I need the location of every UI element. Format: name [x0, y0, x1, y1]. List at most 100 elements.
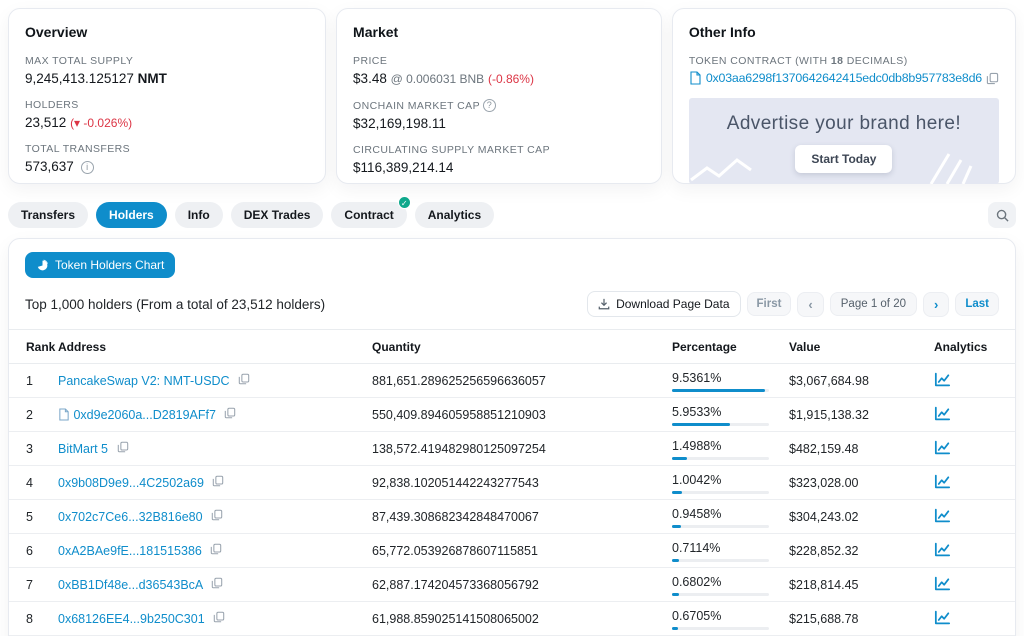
copy-icon[interactable]: [211, 509, 223, 521]
holder-address-cell: 0x702c7Ce6...32B816e80: [58, 500, 372, 534]
ad-cta-button[interactable]: Start Today: [795, 145, 892, 173]
overview-title: Overview: [25, 24, 309, 40]
document-icon: [58, 408, 70, 421]
analytics-chart-icon[interactable]: [934, 440, 951, 458]
max-supply-label: MAX TOTAL SUPPLY: [25, 55, 309, 67]
holder-rank: 1: [9, 364, 58, 398]
holder-percentage-cell: 1.0042%: [672, 466, 789, 500]
holders-panel: Token Holders Chart Top 1,000 holders (F…: [8, 238, 1016, 636]
token-contract-label: TOKEN CONTRACT (WITH 18 DECIMALS): [689, 55, 999, 67]
holder-value: $323,028.00: [789, 466, 934, 500]
ad-banner[interactable]: Advertise your brand here! Start Today: [689, 98, 999, 184]
holder-quantity: 62,887.174204573368056792: [372, 568, 672, 602]
holder-value: $3,067,684.98: [789, 364, 934, 398]
search-icon: [996, 209, 1009, 222]
copy-icon[interactable]: [238, 373, 250, 385]
header-rank: Rank: [9, 330, 58, 364]
tab-transfers[interactable]: Transfers: [8, 202, 88, 228]
copy-icon[interactable]: [211, 577, 223, 589]
holder-address-link[interactable]: 0xBB1Df48e...d36543BcA: [58, 578, 203, 592]
holder-percentage-cell: 1.4988%: [672, 432, 789, 466]
holder-value: $482,159.48: [789, 432, 934, 466]
tab-info[interactable]: Info: [175, 202, 223, 228]
analytics-chart-icon[interactable]: [934, 610, 951, 628]
holder-percentage-cell: 5.9533%: [672, 398, 789, 432]
holder-address-cell: 0x9b08D9e9...4C2502a69: [58, 466, 372, 500]
pagination-first-button[interactable]: First: [747, 292, 792, 316]
holder-percentage: 0.9458%: [672, 507, 781, 521]
other-info-title: Other Info: [689, 24, 999, 40]
holder-address-cell: 0xBB1Df48e...d36543BcA: [58, 568, 372, 602]
copy-icon[interactable]: [213, 611, 225, 623]
header-analytics: Analytics: [934, 330, 1015, 364]
copy-icon[interactable]: [117, 441, 129, 453]
market-title: Market: [353, 24, 645, 40]
pagination-last-button[interactable]: Last: [955, 292, 999, 316]
pagination-prev-button[interactable]: ‹: [797, 292, 823, 317]
analytics-chart-icon[interactable]: [934, 542, 951, 560]
tab-contract[interactable]: Contract✓: [331, 202, 406, 228]
holder-analytics-cell: [934, 364, 1015, 398]
pagination-next-button[interactable]: ›: [923, 292, 949, 317]
circulating-marketcap-label: CIRCULATING SUPPLY MARKET CAP: [353, 144, 645, 156]
holder-address-cell: BitMart 5: [58, 432, 372, 466]
copy-icon[interactable]: [986, 72, 999, 85]
token-contract-address[interactable]: 0x03aa6298f1370642642415edc0db8b957783e8…: [706, 71, 982, 85]
header-percentage: Percentage: [672, 330, 789, 364]
copy-icon[interactable]: [212, 475, 224, 487]
holder-address-cell: 0xd9e2060a...D2819AFf7: [58, 398, 372, 432]
table-row: 5 0x702c7Ce6...32B816e80 87,439.30868234…: [9, 500, 1015, 534]
holder-analytics-cell: [934, 466, 1015, 500]
holder-quantity: 61,988.859025141508065002: [372, 602, 672, 636]
holder-percentage-cell: 0.6802%: [672, 568, 789, 602]
tab-holders[interactable]: Holders: [96, 202, 167, 228]
table-row: 3 BitMart 5 138,572.419482980125097254 1…: [9, 432, 1015, 466]
holder-address-link[interactable]: 0x9b08D9e9...4C2502a69: [58, 476, 204, 490]
holder-address-link[interactable]: 0xd9e2060a...D2819AFf7: [73, 408, 215, 422]
download-page-data-button[interactable]: Download Page Data: [587, 291, 740, 317]
holder-analytics-cell: [934, 534, 1015, 568]
token-holders-chart-button[interactable]: Token Holders Chart: [25, 252, 175, 278]
table-row: 7 0xBB1Df48e...d36543BcA 62,887.17420457…: [9, 568, 1015, 602]
holder-value: $228,852.32: [789, 534, 934, 568]
holder-percentage-cell: 0.9458%: [672, 500, 789, 534]
help-icon: ?: [483, 99, 496, 112]
holder-quantity: 138,572.419482980125097254: [372, 432, 672, 466]
holder-address-cell: 0xA2BAe9fE...181515386: [58, 534, 372, 568]
max-supply-value: 9,245,413.125127 NMT: [25, 71, 309, 86]
percentage-bar: [672, 525, 769, 528]
holder-address-cell: 0x68126EE4...9b250C301: [58, 602, 372, 636]
holder-address-link[interactable]: 0x702c7Ce6...32B816e80: [58, 510, 203, 524]
holder-address-link[interactable]: BitMart 5: [58, 442, 108, 456]
holder-percentage: 9.5361%: [672, 371, 781, 385]
copy-icon[interactable]: [224, 407, 236, 419]
tab-dex-trades[interactable]: DEX Trades: [231, 202, 324, 228]
holder-value: $1,915,138.32: [789, 398, 934, 432]
pie-chart-icon: [36, 259, 49, 272]
circulating-marketcap-value: $116,389,214.14: [353, 160, 645, 175]
holder-percentage: 1.4988%: [672, 439, 781, 453]
holder-percentage-cell: 9.5361%: [672, 364, 789, 398]
table-row: 4 0x9b08D9e9...4C2502a69 92,838.10205144…: [9, 466, 1015, 500]
percentage-bar: [672, 593, 769, 596]
percentage-bar: [672, 457, 769, 460]
analytics-chart-icon[interactable]: [934, 508, 951, 526]
holder-analytics-cell: [934, 432, 1015, 466]
analytics-chart-icon[interactable]: [934, 576, 951, 594]
analytics-chart-icon[interactable]: [934, 372, 951, 390]
search-button[interactable]: [988, 202, 1016, 228]
ad-decoration-bars: [919, 148, 989, 184]
holder-address-link[interactable]: 0x68126EE4...9b250C301: [58, 612, 205, 626]
holder-address-link[interactable]: 0xA2BAe9fE...181515386: [58, 544, 202, 558]
analytics-chart-icon[interactable]: [934, 474, 951, 492]
holder-value: $304,243.02: [789, 500, 934, 534]
tab-analytics[interactable]: Analytics: [415, 202, 494, 228]
copy-icon[interactable]: [210, 543, 222, 555]
price-change: (-0.86%): [488, 72, 534, 86]
holders-change: (▾ -0.026%): [70, 116, 132, 130]
analytics-chart-icon[interactable]: [934, 406, 951, 424]
holder-quantity: 550,409.894605958851210903: [372, 398, 672, 432]
percentage-bar: [672, 389, 769, 392]
market-card: Market PRICE $3.48 @ 0.006031 BNB (-0.86…: [336, 8, 662, 184]
holder-address-link[interactable]: PancakeSwap V2: NMT-USDC: [58, 374, 230, 388]
